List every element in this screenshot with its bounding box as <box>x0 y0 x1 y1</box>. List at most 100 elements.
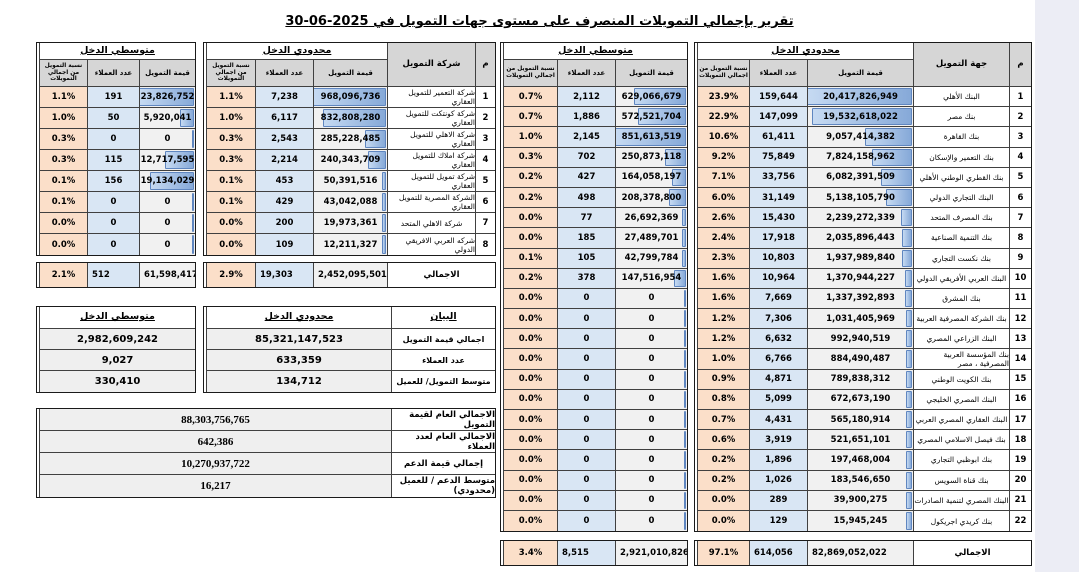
value-data-bar <box>381 235 386 254</box>
table-row: 17 البنك العقاري المصري العربي 565,180,9… <box>695 410 1031 431</box>
clients-count-cell: 6,117 <box>255 108 313 129</box>
finance-value-cell: 26,692,369 <box>615 208 687 229</box>
value-data-bar <box>905 431 912 449</box>
table-row: إجمالي قيمة الدعم 10,270,937,722 <box>37 453 495 475</box>
finance-value: 26,692,369 <box>624 212 679 223</box>
row-number-cell: 10 <box>1009 268 1031 289</box>
funder-name-cell: البنك المصري لتنمية الصادرات <box>913 490 1009 511</box>
table-header: م شركة التمويل محدودي الدخل قيمة التمويل… <box>204 43 495 87</box>
pct-cell: 0.1% <box>206 171 255 192</box>
pct-cell: 7.1% <box>697 167 749 188</box>
column-header-pct-of-total: نسبة التمويل من اجمالي التمويلات <box>503 60 557 87</box>
table-row: 4 بنك التعمير والإسكان 7,824,158,962 75,… <box>695 147 1031 168</box>
clients-count-cell: 378 <box>557 268 615 289</box>
row-number-cell: 18 <box>1009 430 1031 451</box>
finance-value-cell: 164,058,197 <box>615 167 687 188</box>
finance-value-cell: 884,490,487 <box>807 349 913 370</box>
row-number-cell: 17 <box>1009 410 1031 431</box>
clients-count-cell: 156 <box>87 171 139 192</box>
grand-total-value-cell: 642,386 <box>39 431 391 453</box>
value-data-bar <box>381 193 386 211</box>
value-data-bar <box>900 209 912 227</box>
value-data-bar <box>811 108 912 126</box>
value-data-bar <box>684 471 686 489</box>
table-row: 2 شركة كونتكت للتمويل العقاري 832,808,28… <box>204 108 495 129</box>
value-data-bar <box>633 88 686 106</box>
clients-count-cell: 129 <box>749 510 807 532</box>
finance-value: 0 <box>164 134 171 144</box>
finance-value: 0 <box>648 354 655 365</box>
table-row: 0 0 0.0% <box>501 410 687 431</box>
clients-count-cell: 0 <box>557 490 615 511</box>
finance-value-cell: 5,920,041 <box>139 108 195 129</box>
table-row: 6 الشركة المصرية للتمويل العقاري 43,042,… <box>204 192 495 213</box>
funder-name-cell: البنك المصري الخليجي <box>913 389 1009 410</box>
value-data-bar <box>904 269 912 287</box>
funder-name-cell: البنك العقاري المصري العربي <box>913 410 1009 431</box>
row-number-cell: 20 <box>1009 470 1031 491</box>
pct-cell: 0.3% <box>503 147 557 168</box>
table-row: 1 البنك الأهلي 20,417,826,949 159,644 23… <box>695 87 1031 108</box>
finance-value-cell: 992,940,519 <box>807 329 913 350</box>
middle-income-value-cell: 2,982,609,242 <box>39 329 195 350</box>
group-header-limited-income: محدودي الدخل <box>206 43 387 60</box>
finance-value: 2,035,896,443 <box>826 232 895 243</box>
company-name-cell: شركة الاهلي للتمويل العقاري <box>387 129 475 150</box>
group-header-middle-income: متوسطي الدخل <box>503 43 687 60</box>
column-header-row-number: م <box>475 43 495 87</box>
value-data-bar <box>684 330 686 348</box>
clients-count-cell: 0 <box>557 470 615 491</box>
value-data-bar <box>684 370 686 388</box>
finance-value: 1,370,944,227 <box>826 273 895 284</box>
finance-value: 285,228,485 <box>320 134 381 144</box>
finance-value-cell: 19,532,618,022 <box>807 107 913 128</box>
row-number-cell: 9 <box>1009 248 1031 269</box>
table-row: اجمالي قيمة التمويل 85,321,147,523 <box>204 329 495 350</box>
pct-cell: 0.0% <box>503 208 557 229</box>
clients-count-cell: 0 <box>87 213 139 234</box>
table-row: متوسط الدعم / للعميل (محدودي) 16,217 <box>37 475 495 497</box>
finance-value-cell: 0 <box>615 369 687 390</box>
row-number-cell: 16 <box>1009 389 1031 410</box>
clients-count-cell: 61,411 <box>749 127 807 148</box>
clients-count-cell: 185 <box>557 228 615 249</box>
funder-name-cell: بنك الكويت الوطني <box>913 369 1009 390</box>
total-clients-count-cell: 8,515 <box>557 541 615 565</box>
statement-label-cell: متوسط التمويل/ للعميل <box>391 371 495 392</box>
row-number-cell: 19 <box>1009 450 1031 471</box>
column-header-finance-value: قيمة التمويل <box>139 60 195 87</box>
clients-count-cell: 0 <box>87 192 139 213</box>
row-number-cell: 3 <box>1009 127 1031 148</box>
statement-label-cell: اجمالي قيمة التمويل <box>391 329 495 350</box>
value-data-bar <box>164 151 194 169</box>
funder-name-cell: بنك الشركة المصرفية العربية <box>913 309 1009 330</box>
finance-value-cell: 6,082,391,509 <box>807 167 913 188</box>
finance-value: 1,937,989,840 <box>826 253 895 264</box>
finance-value-cell: 0 <box>615 349 687 370</box>
table-row: 12 بنك الشركة المصرفية العربية 1,031,405… <box>695 309 1031 330</box>
funder-name-cell: بنك المؤسسة العربية المصرفية ، مصر <box>913 349 1009 370</box>
finance-value-cell: 0 <box>615 510 687 532</box>
pct-cell: 1.2% <box>697 329 749 350</box>
value-data-bar <box>865 128 912 146</box>
clients-count-cell: 0 <box>557 329 615 350</box>
finance-value-cell: 9,057,414,382 <box>807 127 913 148</box>
value-data-bar <box>905 350 912 368</box>
row-number-cell: 22 <box>1009 510 1031 532</box>
funder-name-cell: بنك المصرف المتحد <box>913 208 1009 229</box>
clients-count-cell: 77 <box>557 208 615 229</box>
finance-value: 240,343,709 <box>320 155 381 165</box>
pct-cell: 0.0% <box>206 213 255 234</box>
column-header-pct-of-total: نسبة التمويل من اجمالي التمويلات <box>206 60 255 87</box>
pct-cell: 2.6% <box>697 208 749 229</box>
finance-value-cell: 789,838,312 <box>807 369 913 390</box>
clients-count-cell: 1,026 <box>749 470 807 491</box>
finance-value: 15,945,245 <box>833 516 888 527</box>
table-row: 9 بنك نكست التجاري 1,937,989,840 10,803 … <box>695 248 1031 269</box>
pct-cell: 22.9% <box>697 107 749 128</box>
table-row: 15 بنك الكويت الوطني 789,838,312 4,871 0… <box>695 369 1031 390</box>
table-row: 16 البنك المصري الخليجي 672,673,190 5,09… <box>695 389 1031 410</box>
clients-count-cell: 115 <box>87 150 139 171</box>
pct-cell: 0.0% <box>503 309 557 330</box>
